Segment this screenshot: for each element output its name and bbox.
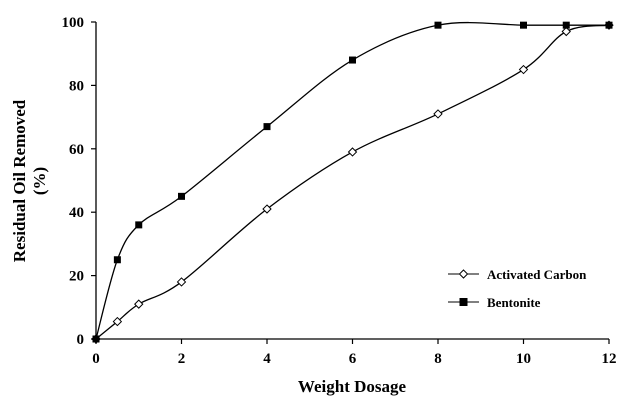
series-bentonite — [92, 21, 613, 343]
data-point-bentonite — [92, 335, 100, 343]
legend-marker-bentonite — [459, 298, 468, 306]
y-tick-label: 0 — [77, 332, 85, 348]
y-tick-label: 20 — [69, 269, 84, 285]
y-tick-label: 100 — [62, 15, 85, 31]
data-point-activated-carbon — [433, 109, 443, 119]
series-line-bentonite — [95, 21, 609, 340]
data-point-bentonite — [520, 21, 527, 29]
series-layer — [91, 20, 614, 344]
x-tick-label: 4 — [263, 351, 271, 367]
series-line-activated-carbon — [95, 24, 610, 340]
data-point-activated-carbon — [262, 204, 272, 214]
legend-label-activated-carbon: Activated Carbon — [487, 267, 587, 282]
x-axis: 0 2 4 6 8 10 12 Weight Dosage — [92, 338, 617, 396]
data-point-bentonite — [605, 21, 613, 29]
data-point-bentonite — [349, 56, 356, 64]
legend-marker-activated-carbon — [458, 269, 469, 279]
data-point-bentonite — [113, 256, 121, 264]
x-ticks: 0 2 4 6 8 10 12 — [92, 339, 617, 367]
data-point-activated-carbon — [112, 316, 123, 327]
x-tick-label: 10 — [516, 351, 531, 367]
data-point-activated-carbon — [518, 64, 529, 75]
x-tick-label: 12 — [602, 351, 617, 367]
y-tick-label: 60 — [69, 142, 84, 158]
data-point-bentonite — [135, 221, 143, 229]
x-tick-label: 2 — [178, 351, 186, 367]
data-point-activated-carbon — [347, 147, 358, 157]
y-axis-title: Residual Oil Removed — [10, 99, 29, 262]
data-point-activated-carbon — [134, 299, 144, 309]
data-point-bentonite — [263, 123, 271, 131]
legend-label-bentonite: Bentonite — [487, 295, 541, 310]
data-point-activated-carbon — [176, 277, 187, 287]
legend: Activated Carbon Bentonite — [448, 267, 587, 310]
x-tick-label: 8 — [434, 351, 442, 367]
y-ticks: 0 20 40 60 80 100 — [62, 15, 96, 348]
x-tick-label: 6 — [349, 351, 357, 367]
x-axis-title: Weight Dosage — [298, 377, 407, 396]
data-point-bentonite — [178, 192, 185, 200]
y-tick-label: 40 — [69, 205, 84, 221]
y-axis-title-unit: (%) — [30, 167, 49, 195]
data-point-activated-carbon — [561, 26, 571, 37]
y-axis: 0 20 40 60 80 100 Residual Oil Removed (%) — [10, 15, 97, 348]
data-point-bentonite — [562, 21, 570, 29]
data-point-bentonite — [434, 21, 442, 29]
x-tick-label: 0 — [92, 351, 100, 367]
y-tick-label: 80 — [69, 78, 84, 94]
